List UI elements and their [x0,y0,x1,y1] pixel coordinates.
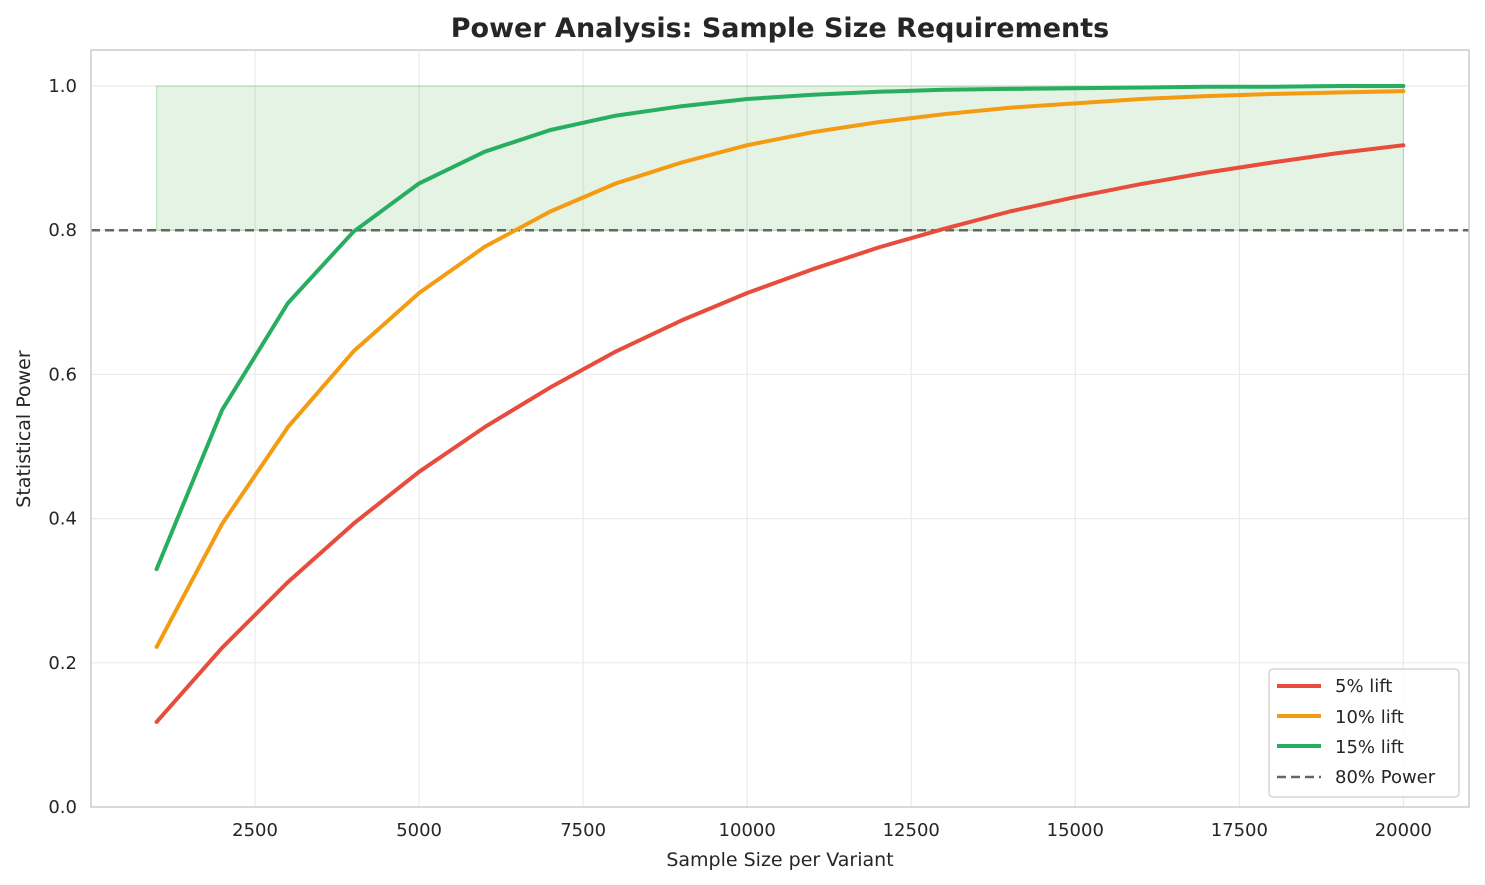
legend-label-10pct: 10% lift [1335,707,1404,728]
y-tick-label: 0.0 [48,797,77,818]
series-line-10lift [154,89,1406,649]
shaded-region-layer [156,85,1404,231]
legend-label-80pct-power: 80% Power [1335,767,1436,788]
series-line-5lift [154,143,1406,724]
y-tick-label: 0.6 [48,364,77,385]
y-axis-label: Statistical Power [13,350,35,508]
legend-label-5pct: 5% lift [1335,676,1392,697]
y-tick-label: 1.0 [48,76,77,97]
x-tick-label: 12500 [883,820,940,841]
series-layer [154,84,1406,724]
plot-area [90,49,1470,808]
legend-box [1268,668,1460,798]
x-tick-label: 7500 [560,820,606,841]
legend-label-15pct: 15% lift [1335,737,1404,758]
plot-frame [90,49,1470,808]
y-axis-ticks: 0.0 0.2 0.4 0.6 0.8 1.0 [48,76,77,818]
x-axis-ticks: 2500 5000 7500 10000 12500 15000 17500 20000 [232,820,1432,841]
chart-title: Power Analysis: Sample Size Requirements [451,13,1110,44]
series-line-15lift [154,84,1406,572]
x-tick-label: 5000 [396,820,442,841]
x-tick-label: 17500 [1211,820,1268,841]
y-tick-label: 0.4 [48,509,77,530]
x-tick-label: 15000 [1047,820,1104,841]
shaded-region [156,85,1404,231]
legend: 5% lift 10% lift 15% lift 80% Power [1268,668,1460,798]
x-tick-label: 10000 [719,820,776,841]
x-tick-label: 2500 [232,820,278,841]
x-tick-label: 20000 [1375,820,1432,841]
y-tick-label: 0.8 [48,220,77,241]
x-axis-label: Sample Size per Variant [666,849,893,871]
y-tick-label: 0.2 [48,653,77,674]
